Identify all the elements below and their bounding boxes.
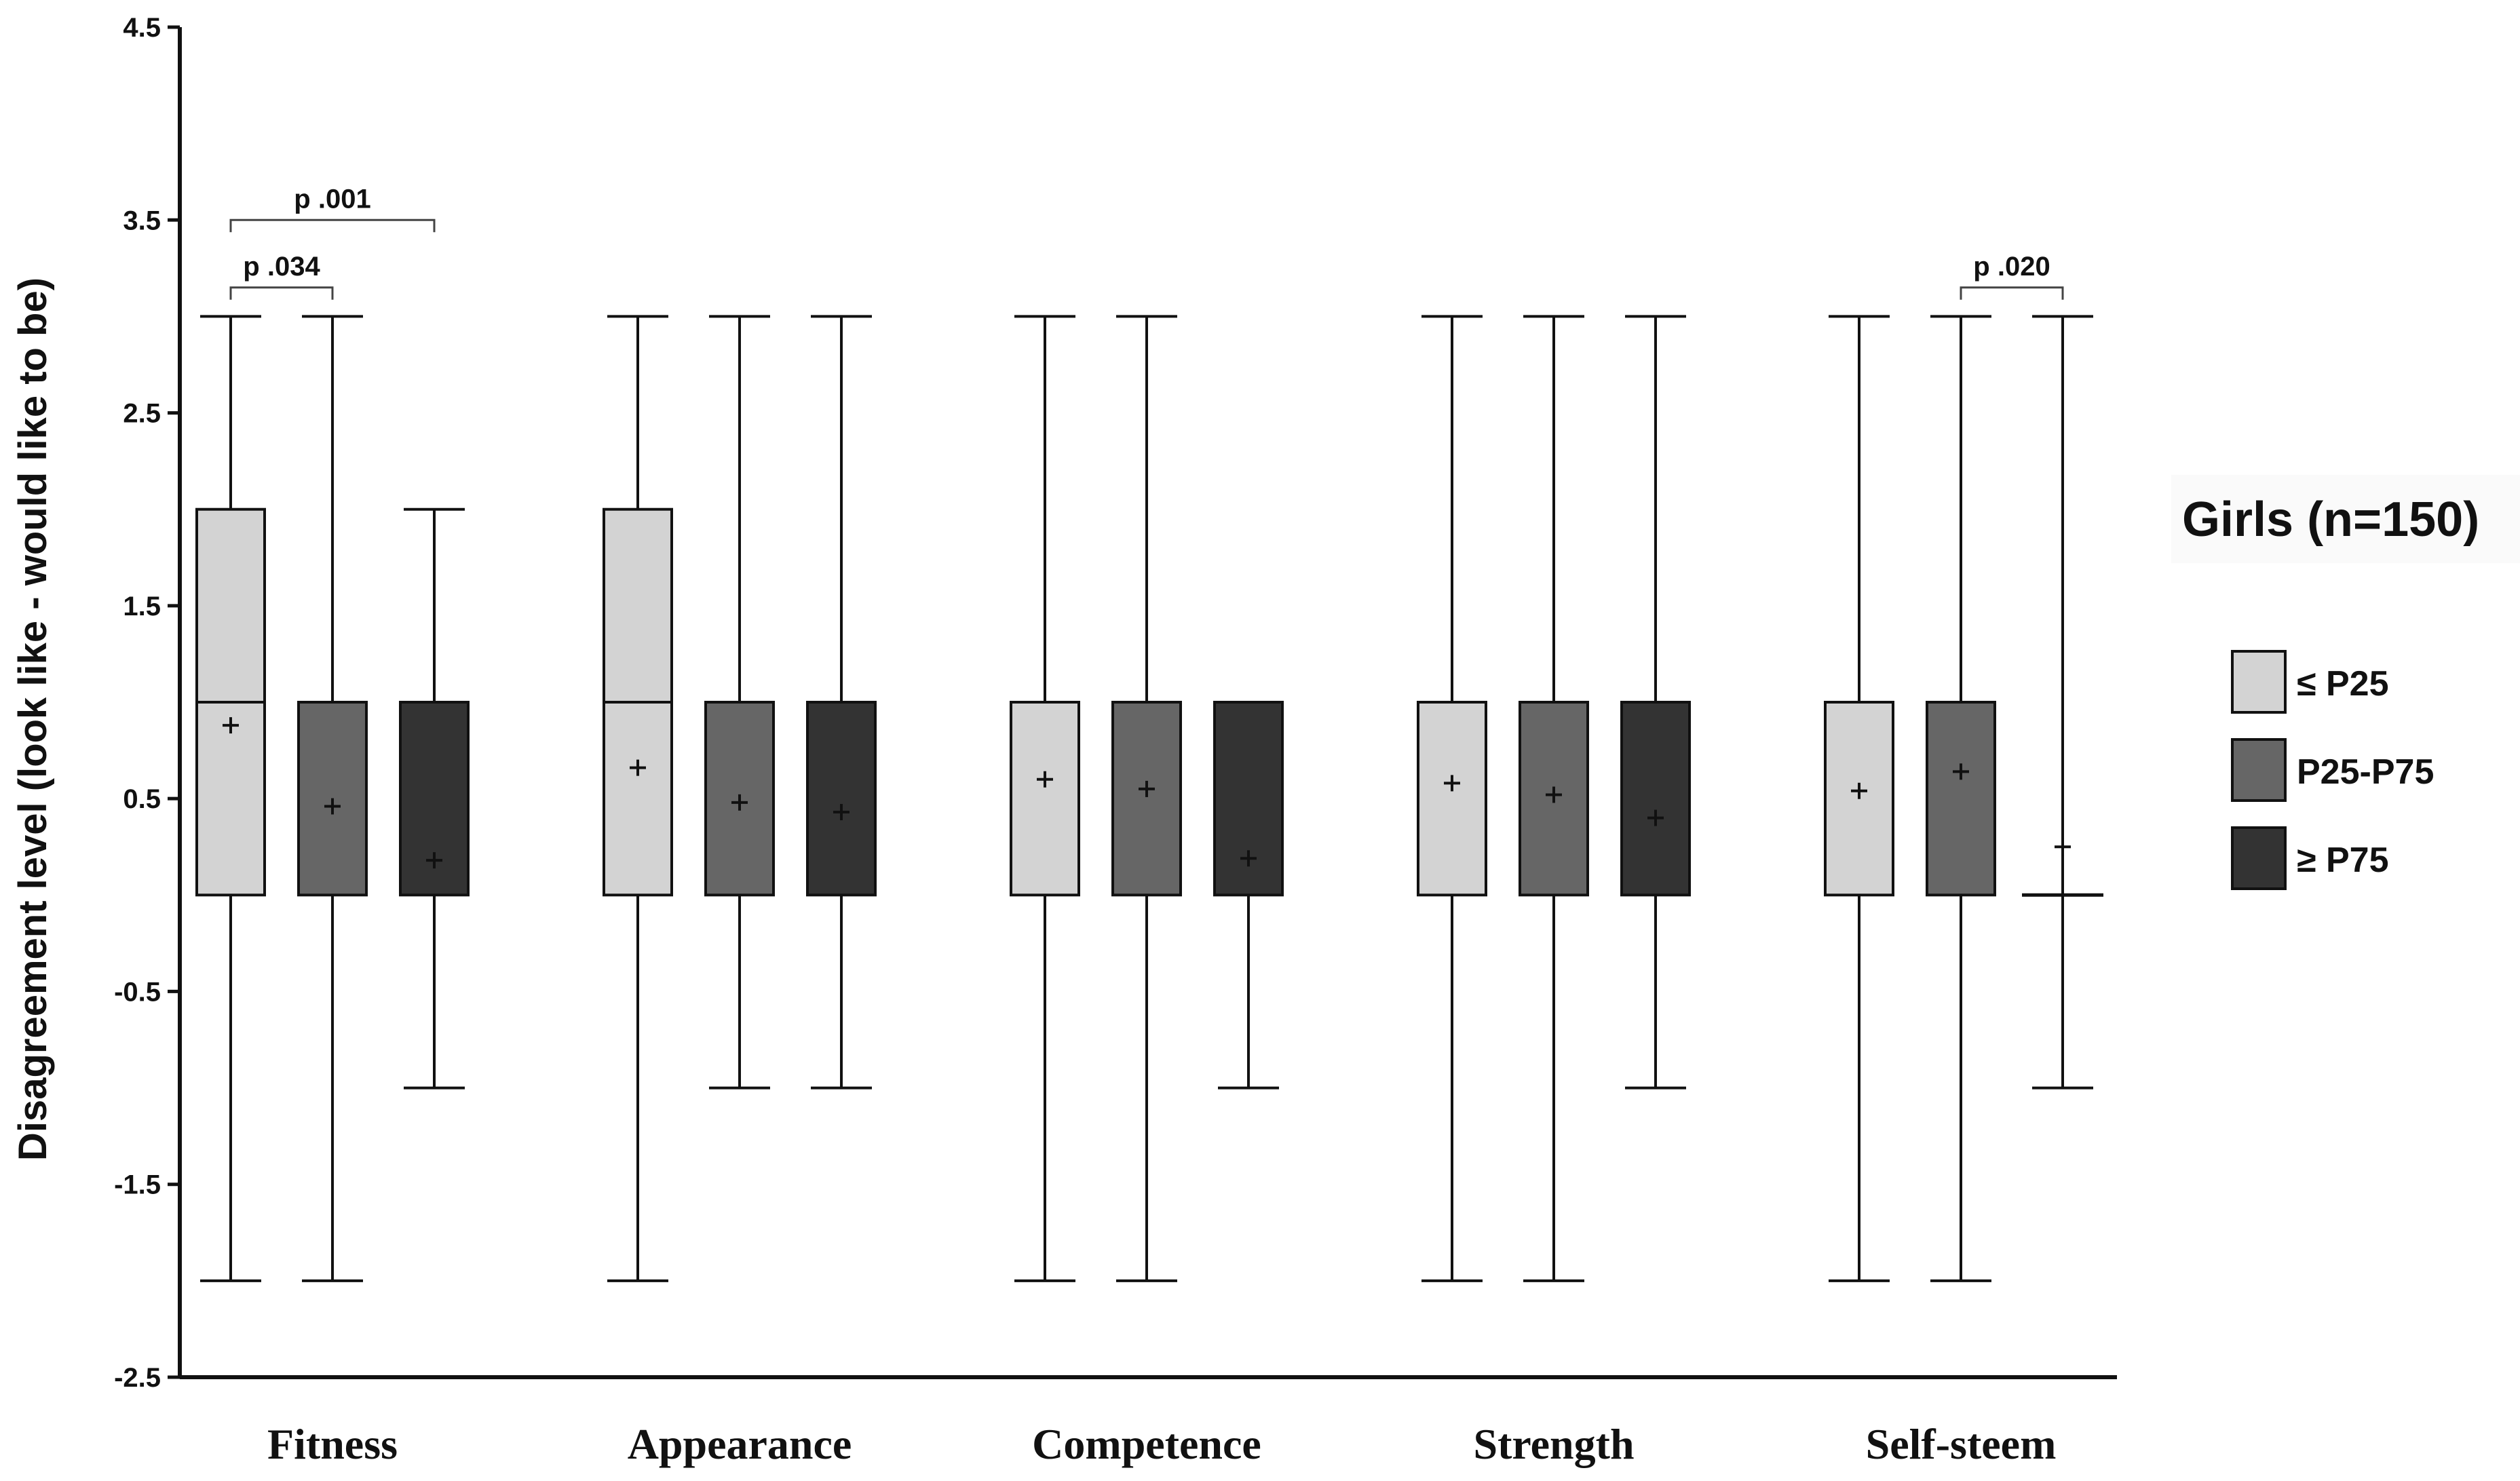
box-groups bbox=[195, 315, 2103, 1282]
y-tick-label: 3.5 bbox=[123, 206, 161, 235]
box-strength-0 bbox=[1417, 315, 1487, 1282]
box-competence-2 bbox=[1213, 701, 1284, 1090]
bracket-line bbox=[229, 218, 436, 233]
box-strength-1 bbox=[1519, 315, 1589, 1282]
box-body bbox=[806, 701, 877, 897]
legend-label: P25-P75 bbox=[2297, 752, 2434, 792]
box-body bbox=[1417, 701, 1487, 897]
legend: Girls (n=150) ≤ P25 P25-P75 ≥ P75 bbox=[2171, 475, 2520, 890]
box-fitness-1 bbox=[297, 315, 368, 1282]
box-body bbox=[1620, 701, 1691, 897]
x-category-label: Self-steem bbox=[1866, 1420, 2057, 1468]
legend-swatch bbox=[2231, 826, 2287, 890]
legend-title: Girls (n=150) bbox=[2182, 493, 2479, 547]
box-appearance-1 bbox=[704, 315, 775, 1090]
box-competence-1 bbox=[1111, 315, 1182, 1282]
box-competence-0 bbox=[1010, 315, 1080, 1282]
bracket-line bbox=[1960, 286, 2064, 300]
box-body bbox=[1926, 701, 1996, 897]
y-tick-label: -0.5 bbox=[114, 977, 161, 1007]
box-self-steem-1 bbox=[1926, 315, 1996, 1282]
significance-bracket: p .034 bbox=[229, 252, 334, 300]
box-fitness-0 bbox=[195, 315, 266, 1282]
significance-bracket: p .001 bbox=[229, 184, 436, 233]
box-appearance-0 bbox=[603, 315, 673, 1282]
box-body bbox=[1111, 701, 1182, 897]
box-strength-2 bbox=[1620, 315, 1691, 1090]
legend-swatch bbox=[2231, 650, 2287, 714]
box-appearance-2 bbox=[806, 315, 877, 1090]
legend-title-box bbox=[2171, 475, 2520, 563]
axes: 4.5 3.5 2.5 1.5 0.5 -0.5 -1.5 -2.5 Fitness Appear… bbox=[114, 13, 2117, 1468]
box-fitness-2 bbox=[399, 507, 470, 1090]
legend-swatch bbox=[2231, 738, 2287, 802]
y-tick-label: -1.5 bbox=[114, 1170, 161, 1200]
bracket-line bbox=[229, 286, 334, 300]
y-tick-label: 0.5 bbox=[123, 784, 161, 814]
box-body bbox=[1010, 701, 1080, 897]
x-category-label: Competence bbox=[1032, 1420, 1261, 1468]
p-value-label: p .034 bbox=[243, 252, 320, 282]
x-category-label: Appearance bbox=[628, 1420, 852, 1468]
p-value-label: p .020 bbox=[1973, 252, 2050, 282]
y-tick-label: 2.5 bbox=[123, 399, 161, 429]
x-category-label: Fitness bbox=[267, 1420, 398, 1468]
significance-bracket: p .020 bbox=[1960, 252, 2064, 300]
p-value-label: p .001 bbox=[294, 184, 370, 214]
y-tick-label: 1.5 bbox=[123, 592, 161, 621]
y-tick-label: -2.5 bbox=[114, 1363, 161, 1393]
significance-annotations: p .001 p .034 p .020 bbox=[229, 184, 2064, 300]
box-self-steem-0 bbox=[1824, 315, 1894, 1282]
box-self-steem-2 bbox=[2022, 315, 2103, 1090]
y-axis-label: Disagreement level (look like - would li… bbox=[11, 277, 55, 1161]
y-tick-label: 4.5 bbox=[123, 13, 161, 43]
legend-label: ≥ P75 bbox=[2297, 841, 2389, 880]
legend-label: ≤ P25 bbox=[2297, 664, 2389, 704]
x-category-label: Strength bbox=[1473, 1420, 1634, 1468]
